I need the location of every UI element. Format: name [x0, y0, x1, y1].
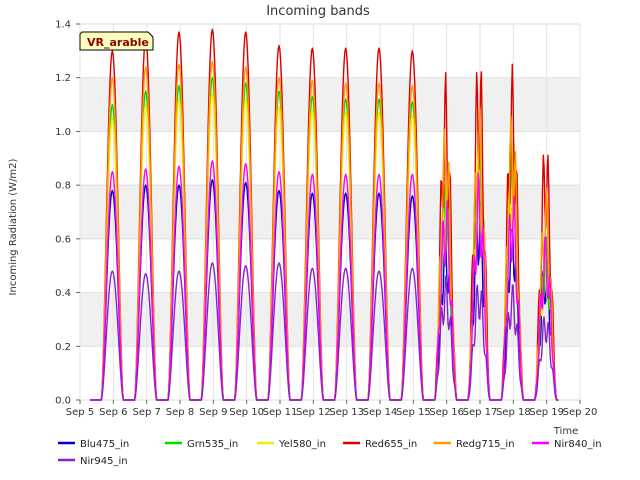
legend-item-Grn535_in: Grn535_in: [165, 439, 238, 450]
x-tick-label: Sep 15: [396, 407, 431, 418]
legend-label: Blu475_in: [80, 439, 129, 450]
y-tick-label: 0.8: [55, 181, 71, 192]
legend-item-Redg715_in: Redg715_in: [434, 439, 515, 450]
x-tick-label: Sep 13: [329, 407, 364, 418]
x-tick-label: Sep 8: [166, 407, 194, 418]
legend-label: Red655_in: [365, 439, 417, 450]
x-tick-label: Sep 20: [563, 407, 598, 418]
legend-item-Yel580_in: Yel580_in: [257, 439, 326, 450]
series-layer: [90, 28, 559, 401]
legend-item-Red655_in: Red655_in: [343, 439, 417, 450]
series-line-Nir945_in: [90, 262, 559, 401]
y-tick-label: 0.4: [55, 288, 71, 299]
x-tick-label: Sep 5: [66, 407, 94, 418]
x-tick-label: Sep 7: [132, 407, 160, 418]
x-tick-label: Sep 10: [229, 407, 264, 418]
badge-label: VR_arable: [87, 36, 149, 49]
x-tick-label: Sep 17: [463, 407, 498, 418]
x-tick-label: Sep 6: [99, 407, 127, 418]
plot-area: [80, 24, 580, 400]
x-tick-label: Sep 19: [529, 407, 564, 418]
x-tick-label: Sep 11: [263, 407, 298, 418]
axes: 0.0 0.2 0.4 0.6 0.8 1.0 1.2 1.4 Sep 5 Sep 6 Sep 7 S…: [55, 20, 597, 419]
x-axis-title: Time: [553, 426, 578, 437]
legend-label: Redg715_in: [456, 439, 515, 450]
y-tick-label: 1.0: [55, 127, 71, 138]
legend-item-Blu475_in: Blu475_in: [58, 439, 129, 450]
x-tick-label: Sep 18: [496, 407, 531, 418]
x-tick-label: Sep 12: [296, 407, 331, 418]
grid-band: [80, 185, 580, 239]
y-tick-label: 0.2: [55, 342, 71, 353]
y-tick-label: 1.4: [55, 20, 71, 31]
legend-label: Yel580_in: [278, 439, 326, 450]
grid-band: [80, 292, 580, 347]
legend-label: Nir945_in: [80, 456, 128, 467]
legend-label: Nir840_in: [554, 439, 602, 450]
x-tick-label: Sep 16: [429, 407, 464, 418]
x-tick-label: Sep 9: [199, 407, 227, 418]
legend-item-Nir945_in: Nir945_in: [58, 456, 128, 467]
legend-item-Nir840_in: Nir840_in: [532, 439, 602, 450]
x-tick-label: Sep 14: [363, 407, 398, 418]
legend: Blu475_in Grn535_in Yel580_in Red655_in Redg…: [58, 439, 602, 467]
chart-title: Incoming bands: [266, 4, 370, 19]
y-tick-label: 0.6: [55, 234, 71, 245]
y-axis-title: Incoming Radiation (W/m2): [8, 158, 19, 295]
legend-label: Grn535_in: [187, 439, 238, 450]
y-tick-label: 0.0: [55, 396, 71, 407]
grid-band: [80, 77, 580, 132]
y-tick-label: 1.2: [55, 73, 71, 84]
badge: VR_arable: [79, 31, 154, 51]
